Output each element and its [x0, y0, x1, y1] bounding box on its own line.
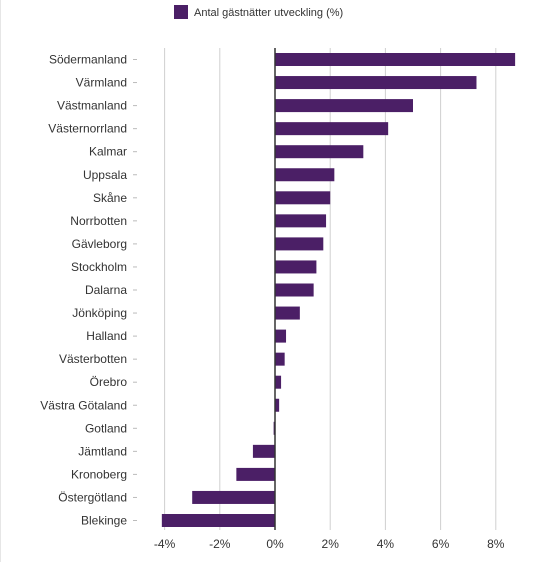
grid-layer — [164, 48, 497, 530]
bar — [275, 122, 389, 136]
bar — [275, 283, 314, 297]
category-label: Västmanland — [57, 99, 127, 113]
category-label: Kronoberg — [71, 467, 127, 481]
category-label: Gävleborg — [72, 237, 127, 251]
bar — [275, 53, 516, 66]
bar — [275, 375, 282, 389]
bar — [192, 490, 275, 504]
x-tick-label: 4% — [377, 537, 395, 551]
frame-edge — [0, 0, 1, 562]
legend-swatch — [174, 5, 188, 19]
bar — [275, 329, 287, 343]
category-label: Jämtland — [78, 444, 127, 458]
category-label: Gotland — [85, 421, 127, 435]
bar — [275, 237, 324, 251]
category-label: Västernorrland — [48, 122, 127, 136]
category-label: Kalmar — [89, 145, 127, 159]
x-tick-label: 2% — [322, 537, 340, 551]
bar — [275, 145, 364, 159]
x-tick-label: 6% — [432, 537, 450, 551]
bar — [252, 444, 275, 458]
category-label: Värmland — [76, 76, 127, 90]
x-tick-label: 8% — [487, 537, 505, 551]
legend: Antal gästnätter utveckling (%) — [174, 5, 343, 19]
bar — [275, 352, 285, 366]
bar-layer — [161, 53, 516, 527]
bar — [275, 398, 280, 412]
category-label: Uppsala — [83, 168, 127, 182]
bar — [161, 514, 275, 527]
category-label: Dalarna — [85, 283, 127, 297]
category-label: Västerbotten — [59, 352, 127, 366]
bar — [275, 76, 477, 90]
x-tick-label: -4% — [154, 537, 176, 551]
legend-label: Antal gästnätter utveckling (%) — [194, 7, 343, 19]
category-label-layer: Södermanland Värmland Västmanland Västernor… — [40, 53, 137, 528]
bar — [275, 214, 327, 228]
category-label: Östergötland — [58, 490, 127, 504]
bar — [236, 467, 275, 481]
category-label: Norrbotten — [70, 214, 127, 228]
category-label: Västra Götaland — [40, 398, 127, 412]
bar — [275, 260, 317, 274]
category-label: Södermanland — [49, 53, 127, 67]
bar — [275, 191, 331, 205]
bar — [275, 306, 300, 320]
tick-label-layer: -4% -2% 0% 2% 4% 6% 8% — [154, 537, 505, 551]
category-label: Skåne — [93, 191, 127, 205]
bar — [275, 99, 413, 113]
x-tick-label: -2% — [209, 537, 231, 551]
bar — [275, 168, 335, 182]
category-label: Blekinge — [81, 514, 127, 528]
x-tick-label: 0% — [266, 537, 284, 551]
category-label: Jönköping — [72, 306, 127, 320]
category-label: Stockholm — [71, 260, 127, 274]
category-label: Halland — [86, 329, 127, 343]
category-label: Örebro — [90, 375, 128, 389]
